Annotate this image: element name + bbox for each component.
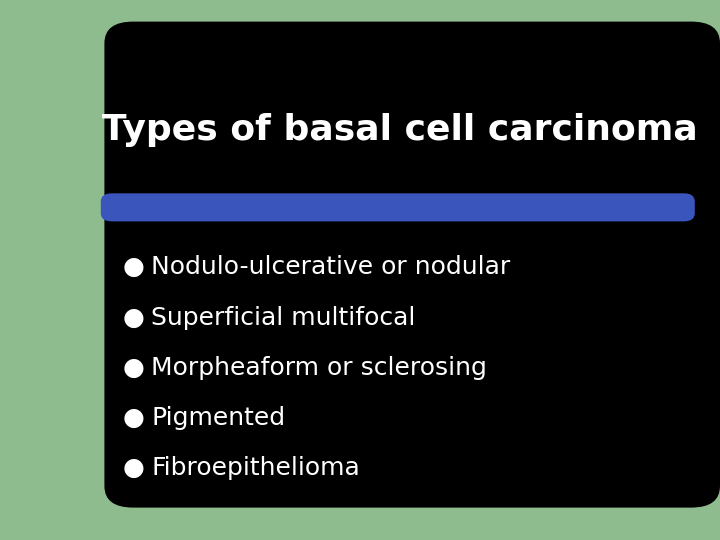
FancyBboxPatch shape xyxy=(101,193,695,221)
Text: ●: ● xyxy=(122,255,144,279)
FancyBboxPatch shape xyxy=(104,22,720,508)
Text: ●: ● xyxy=(122,456,144,480)
Text: Nodulo-ulcerative or nodular: Nodulo-ulcerative or nodular xyxy=(151,255,510,279)
Text: Pigmented: Pigmented xyxy=(151,406,285,430)
Text: Superficial multifocal: Superficial multifocal xyxy=(151,306,415,329)
Text: ●: ● xyxy=(122,406,144,430)
Text: ●: ● xyxy=(122,356,144,380)
Text: ●: ● xyxy=(122,306,144,329)
Text: Types of basal cell carcinoma: Types of basal cell carcinoma xyxy=(102,113,698,146)
Text: Morpheaform or sclerosing: Morpheaform or sclerosing xyxy=(151,356,487,380)
Text: Fibroepithelioma: Fibroepithelioma xyxy=(151,456,360,480)
